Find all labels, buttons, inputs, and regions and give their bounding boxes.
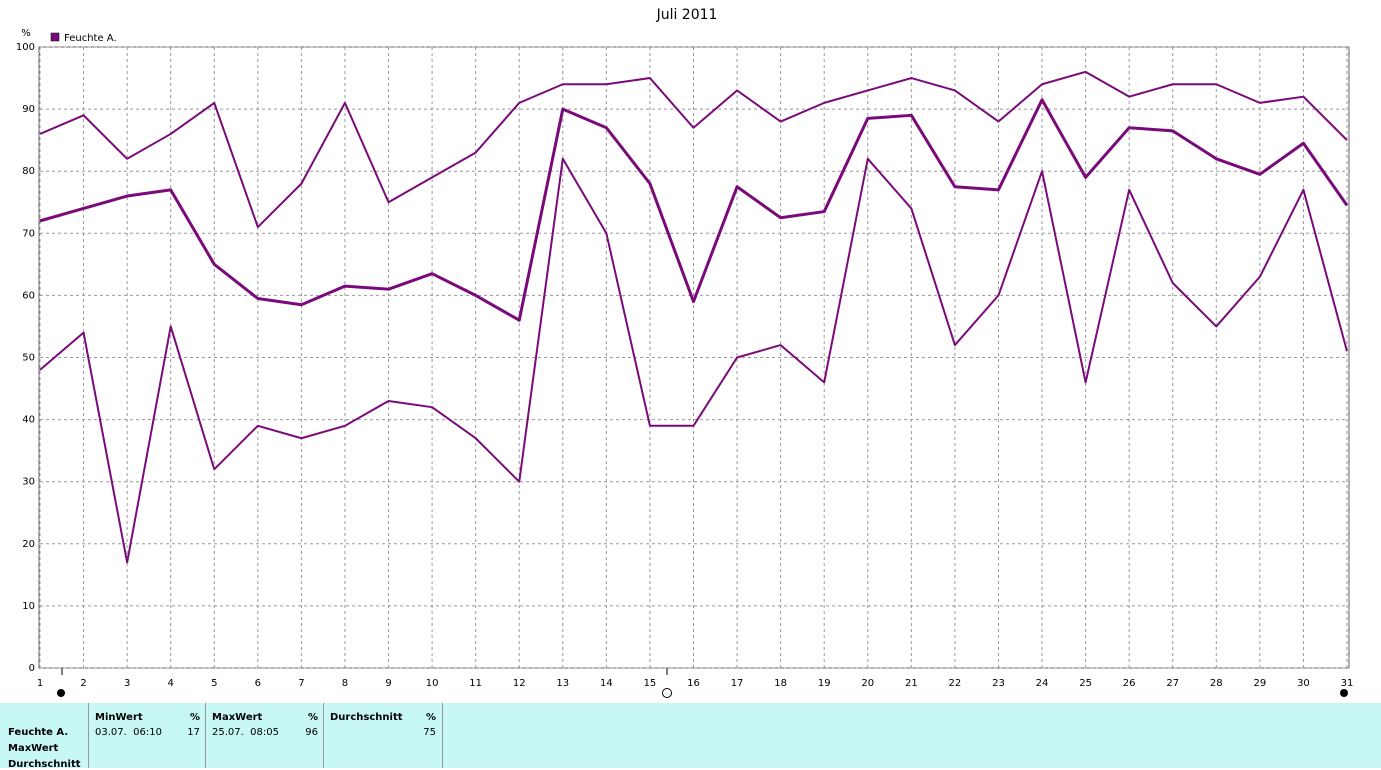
- x-tick-label: 9: [385, 678, 391, 689]
- chart: Juli 2011 % Feuchte A. 0 10 20 30 40 50 60 70 80…: [16, 7, 1354, 698]
- column-unit: %: [307, 712, 318, 723]
- y-tick-label: 0: [29, 663, 35, 674]
- x-tick-label: 2: [80, 678, 86, 689]
- data-line: [39, 98, 1349, 322]
- y-tick-label: 90: [22, 104, 35, 115]
- x-tick-label: 12: [513, 678, 526, 689]
- y-tick-label: 10: [22, 601, 35, 612]
- stats-column: Durchschnitt % 75: [323, 703, 443, 768]
- stats-panel: Feuchte A. MaxWert Durchschnitt MinWert …: [0, 703, 1381, 770]
- x-tick-label: 18: [774, 678, 787, 689]
- x-tick-label: 7: [298, 678, 304, 689]
- y-tick-label: 100: [16, 42, 35, 53]
- x-tick-label: 31: [1341, 678, 1354, 689]
- row-label: MaxWert: [8, 743, 59, 754]
- x-tick-label: 30: [1297, 678, 1310, 689]
- data-line: [39, 70, 1348, 229]
- column-header: Durchschnitt: [330, 712, 403, 723]
- x-tick-label: 10: [426, 678, 439, 689]
- y-tick-label: 20: [22, 539, 35, 550]
- column-header: MaxWert: [212, 712, 263, 723]
- chart-title: Juli 2011: [656, 7, 718, 23]
- stats-column: MinWert % 03.07. 06:10 17: [88, 703, 206, 768]
- legend-swatch: [50, 32, 60, 42]
- row-label: Feuchte A.: [8, 727, 69, 738]
- y-tick-label: 50: [22, 353, 35, 364]
- x-tick-label: 15: [644, 678, 657, 689]
- x-tick-label: 17: [731, 678, 744, 689]
- x-tick-label: 20: [861, 678, 874, 689]
- x-tick-label: 8: [342, 678, 348, 689]
- stats-column: MaxWert % 25.07. 08:05 96: [205, 703, 324, 768]
- x-tick-label: 13: [556, 678, 569, 689]
- row-label: Durchschnitt: [8, 759, 81, 770]
- x-tick-label: 1: [37, 678, 43, 689]
- x-tick-label: 4: [168, 678, 174, 689]
- legend-label: Feuchte A.: [64, 33, 117, 44]
- x-tick-label: 14: [600, 678, 613, 689]
- stat-time: 03.07. 06:10: [95, 727, 162, 738]
- x-tick-label: 27: [1166, 678, 1179, 689]
- marker: [662, 688, 672, 698]
- x-tick-label: 25: [1079, 678, 1092, 689]
- marker: [1340, 689, 1348, 697]
- y-axis-label: %: [21, 28, 31, 39]
- column-unit: %: [425, 712, 436, 723]
- x-tick-label: 6: [255, 678, 261, 689]
- x-tick-label: 24: [1036, 678, 1049, 689]
- y-tick-label: 70: [22, 228, 35, 239]
- column-header: MinWert: [95, 712, 143, 723]
- y-tick-label: 30: [22, 477, 35, 488]
- marker: [57, 689, 65, 697]
- data-line: [39, 157, 1348, 564]
- x-tick-label: 28: [1210, 678, 1223, 689]
- stat-time: 25.07. 08:05: [212, 727, 279, 738]
- column-unit: %: [189, 712, 200, 723]
- x-tick-label: 16: [687, 678, 700, 689]
- x-tick-label: 11: [469, 678, 482, 689]
- stat-value: 96: [305, 727, 318, 738]
- x-tick-label: 29: [1253, 678, 1266, 689]
- x-tick-label: 5: [211, 678, 217, 689]
- y-tick-label: 60: [22, 290, 35, 301]
- x-tick-label: 3: [124, 678, 130, 689]
- x-tick-label: 21: [905, 678, 918, 689]
- stat-value: 75: [423, 727, 436, 738]
- x-tick-label: 22: [949, 678, 962, 689]
- y-tick-label: 80: [22, 166, 35, 177]
- x-tick-label: 19: [818, 678, 831, 689]
- stat-value: 17: [187, 727, 200, 738]
- y-tick-label: 40: [22, 415, 35, 426]
- x-tick-label: 26: [1123, 678, 1136, 689]
- x-tick-label: 23: [992, 678, 1005, 689]
